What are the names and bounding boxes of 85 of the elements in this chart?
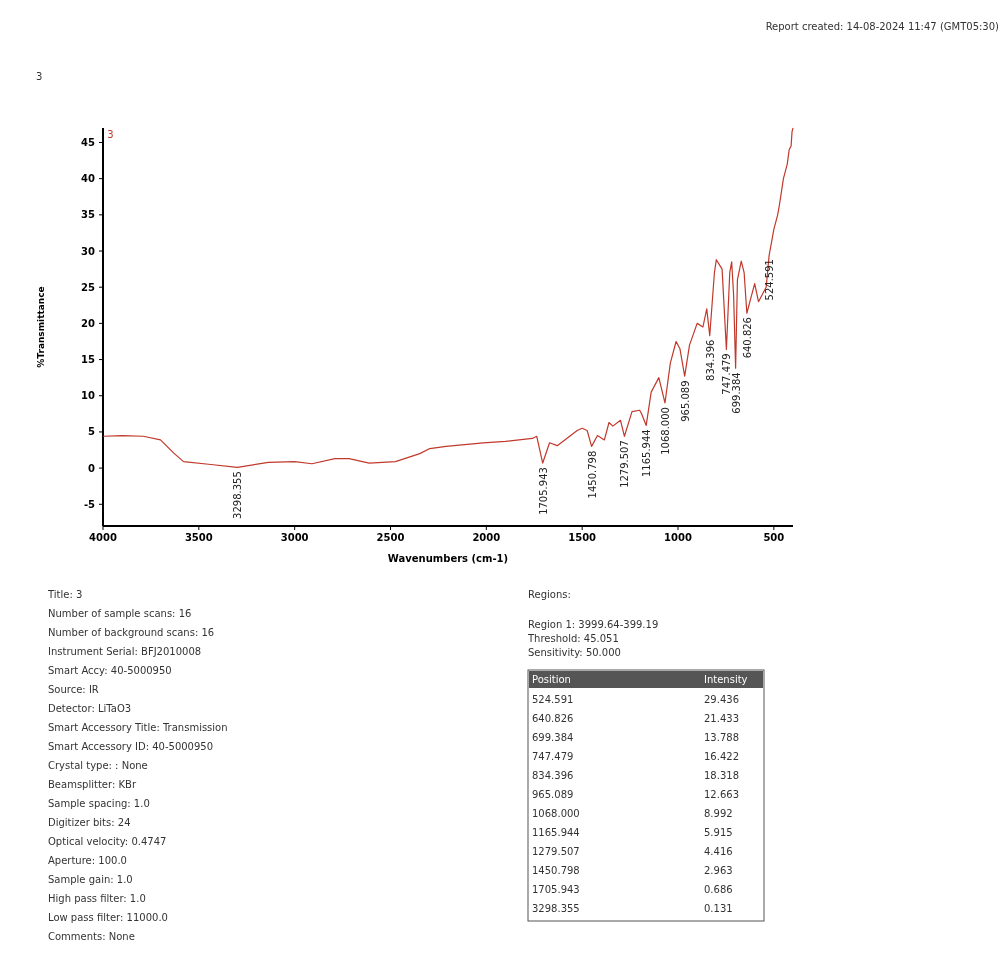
y-tick-label: 20: [81, 317, 96, 329]
text: 0.686: [704, 884, 733, 895]
text: Optical velocity: 0.4747: [48, 836, 167, 847]
y-tick-label: 35: [81, 209, 96, 221]
text: Regions:: [528, 589, 571, 600]
y-axis-title: %Transmittance: [36, 286, 46, 368]
text: Number of background scans: 16: [48, 627, 215, 638]
x-tick-label: 2000: [472, 532, 501, 543]
annotation: 747.479: [721, 353, 733, 395]
text: 699.384: [532, 732, 574, 743]
annotation: 524.591: [764, 259, 776, 301]
text: 1450.798: [532, 865, 580, 876]
annotation: 640.826: [741, 317, 753, 359]
text: Detector: LiTaO3: [48, 703, 132, 714]
annotation: 1450.798: [586, 450, 598, 499]
text: Instrument Serial: BFJ2010008: [48, 646, 202, 657]
text: Region 1: 3999.64-399.19: [528, 619, 659, 630]
x-tick-label: 1000: [664, 532, 692, 543]
text: Smart Accy: 40-5000950: [48, 665, 172, 676]
text: 1279.507: [532, 846, 580, 857]
text: 3: [107, 129, 114, 140]
text: Number of sample scans: 16: [48, 608, 192, 619]
text: Smart Accessory ID: 40-5000950: [48, 741, 214, 752]
text: 29.436: [704, 694, 739, 705]
text: Aperture: 100.0: [48, 855, 127, 866]
x-tick-label: 1500: [568, 532, 597, 543]
y-tick-label: -5: [83, 498, 96, 510]
text: 0.131: [704, 903, 733, 914]
text: 834.396: [532, 770, 574, 781]
text: Report created: 14-08-2024 11:47 (GMT05:30): [765, 21, 1000, 32]
source-note: Source: IR: [48, 684, 99, 695]
text: High pass filter: 1.0: [48, 893, 146, 904]
annotation: 1705.943: [537, 467, 549, 515]
text: Crystal type: : None: [48, 760, 148, 771]
text: 8.992: [704, 808, 733, 819]
text: Position: [532, 674, 571, 685]
x-axis-title: Wavenumbers (cm-1): [387, 553, 509, 564]
text: 2.963: [704, 865, 733, 876]
x-tick-label: 3500: [184, 532, 213, 543]
annotation: 3298.355: [232, 471, 244, 519]
annotation: 1068.000: [659, 407, 671, 455]
y-tick-label: 10: [81, 390, 96, 402]
y-tick-label: 45: [81, 136, 96, 148]
annotation: 834.396: [704, 339, 716, 381]
x-tick-label: 3000: [280, 532, 309, 543]
text: Title: 3: [47, 589, 83, 600]
text: 5.915: [704, 827, 733, 838]
annotation: 965.089: [679, 380, 691, 422]
text: 13.788: [704, 732, 739, 743]
text: Sensitivity: 50.000: [528, 647, 621, 658]
text: Low pass filter: 11000.0: [48, 912, 168, 923]
text: Digitizer bits: 24: [48, 817, 131, 828]
text: Threshold: 45.051: [527, 633, 619, 644]
text: 1068.000: [532, 808, 580, 819]
text: 524.591: [532, 694, 574, 705]
text: Sample gain: 1.0: [48, 874, 133, 885]
y-tick-label: 15: [81, 354, 96, 366]
x-tick-label: 4000: [89, 532, 117, 543]
text: 4.416: [704, 846, 733, 857]
text: 747.479: [532, 751, 574, 762]
y-tick-label: 30: [81, 245, 96, 257]
text: 21.433: [704, 713, 739, 724]
y-tick-label: 5: [88, 426, 96, 438]
text: 18.318: [704, 770, 739, 781]
y-tick-label: 25: [81, 281, 96, 293]
text: 1165.944: [532, 827, 580, 838]
text: 3298.355: [532, 903, 580, 914]
text: Comments: None: [48, 931, 135, 942]
chart-title: 3: [36, 71, 43, 82]
text: Beamsplitter: KBr: [48, 779, 137, 790]
text: 965.089: [532, 789, 574, 800]
text: 16.422: [704, 751, 739, 762]
text: 640.826: [532, 713, 574, 724]
y-tick-label: 0: [88, 462, 96, 474]
text: Sample spacing: 1.0: [48, 798, 150, 809]
text: 12.663: [704, 789, 739, 800]
annotation: 699.384: [730, 372, 742, 414]
y-tick-label: 40: [81, 173, 96, 185]
x-tick-label: 2500: [376, 532, 405, 543]
annotation: 1279.507: [619, 440, 631, 488]
x-tick-label: 500: [763, 532, 785, 543]
annotation: 1165.944: [641, 429, 653, 478]
text: 1705.943: [532, 884, 580, 895]
text: Smart Accessory Title: Transmission: [48, 722, 228, 733]
text: Intensity: [704, 674, 748, 685]
